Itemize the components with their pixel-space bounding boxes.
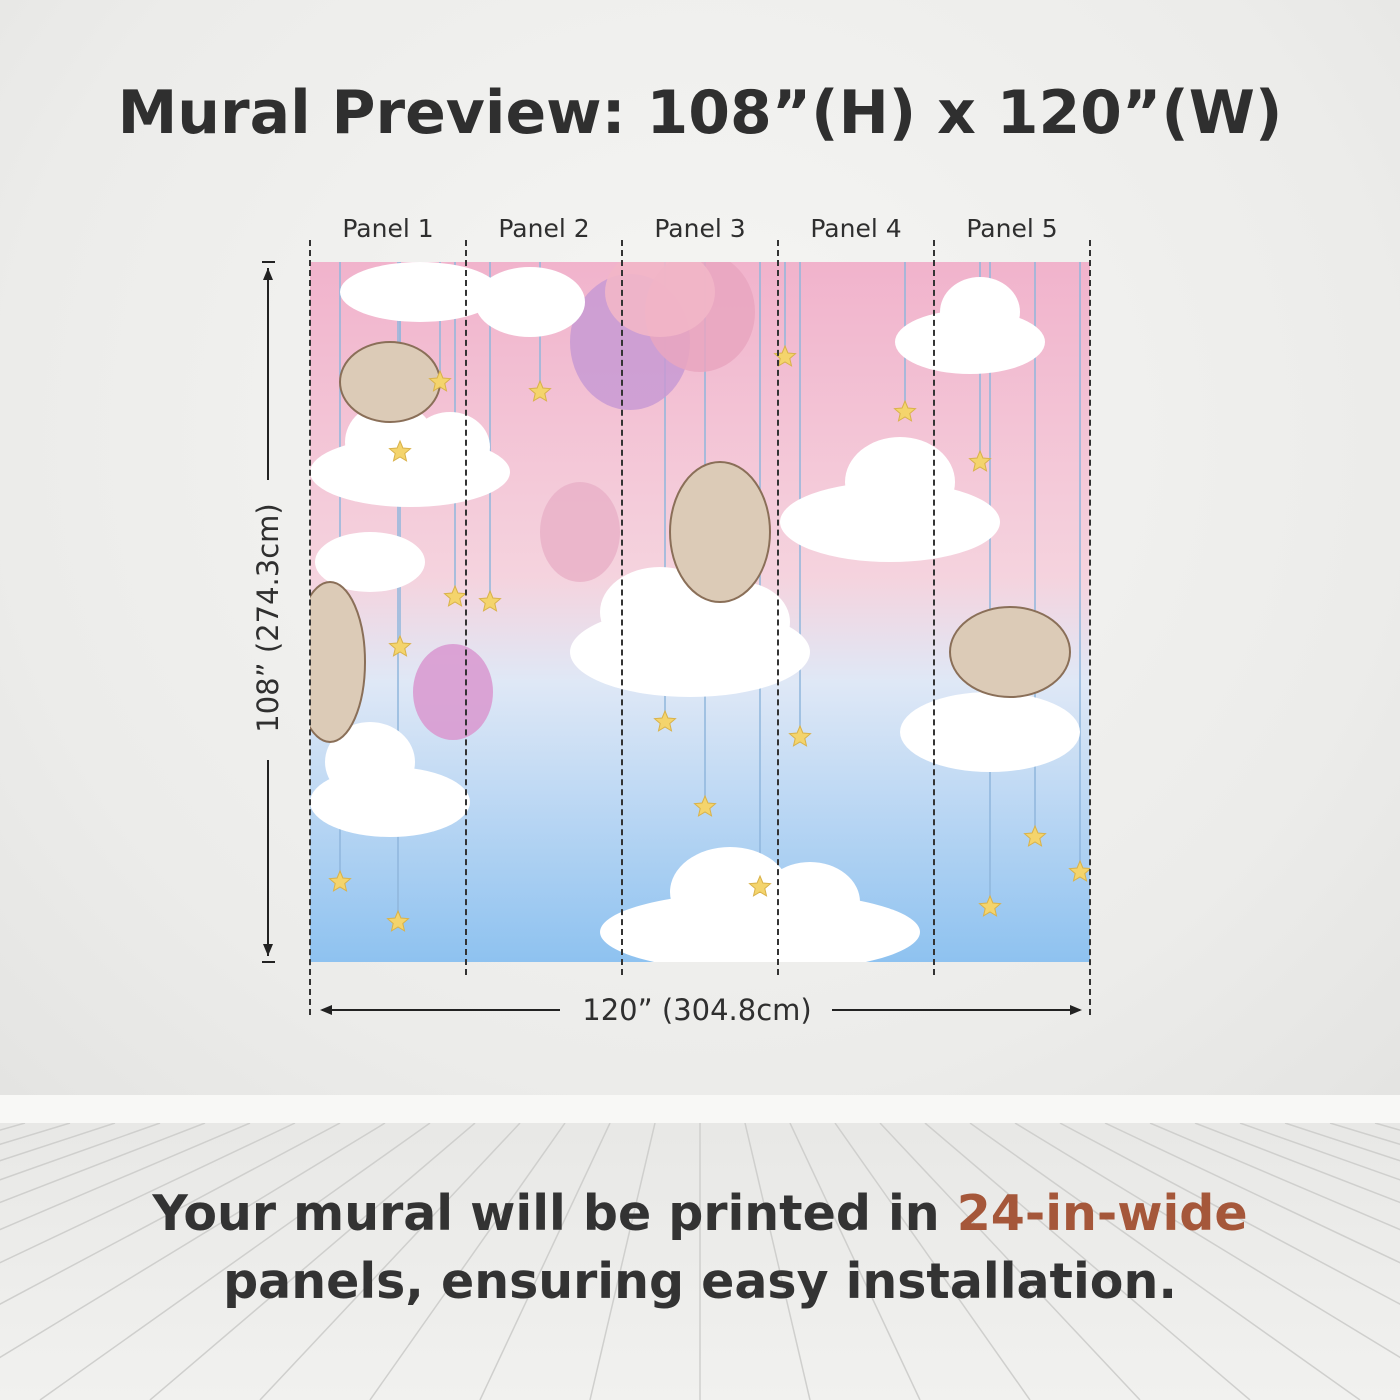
footer-highlight: 24-in-wide <box>956 1185 1248 1242</box>
star-icon <box>388 634 412 657</box>
footer-text-end: panels, ensuring easy installation. <box>223 1253 1177 1310</box>
star-icon <box>528 379 552 402</box>
panel-label-4: Panel 4 <box>810 214 902 243</box>
panel-divider-2 <box>621 240 623 975</box>
panel-label-3: Panel 3 <box>654 214 746 243</box>
star-icon <box>386 909 410 932</box>
star-icon <box>693 794 717 817</box>
star-icon <box>443 584 467 607</box>
balloons <box>413 262 755 740</box>
panel-divider-1 <box>465 240 467 975</box>
star-icon <box>478 589 502 612</box>
panel-label-5: Panel 5 <box>966 214 1058 243</box>
panel-divider-5 <box>1089 240 1091 1015</box>
width-dimension-label: 120” (304.8cm) <box>582 993 812 1027</box>
star-icon <box>1068 859 1090 882</box>
footer-text: Your mural will be printed in 24-in-wide… <box>0 1180 1400 1316</box>
footer-text-start: Your mural will be printed in <box>152 1185 957 1242</box>
star-icon <box>653 709 677 732</box>
star-icon <box>978 894 1002 917</box>
height-dimension-label: 108” (274.3cm) <box>251 503 285 733</box>
panel-divider-3 <box>777 240 779 975</box>
star-icon <box>788 724 812 747</box>
star-icon <box>1023 824 1047 847</box>
star-icon <box>388 439 412 462</box>
mural-image <box>310 262 1090 962</box>
star-icon <box>968 449 992 472</box>
clouds <box>310 262 1080 962</box>
star-icon <box>428 369 452 392</box>
page-title: Mural Preview: 108”(H) x 120”(W) <box>117 78 1283 148</box>
panel-divider-4 <box>933 240 935 975</box>
panel-divider-0 <box>309 240 311 1015</box>
star-icon <box>328 869 352 892</box>
wooden-floor <box>0 1123 1400 1400</box>
panel-label-2: Panel 2 <box>498 214 590 243</box>
bunnies <box>310 341 1071 743</box>
panel-label-1: Panel 1 <box>342 214 434 243</box>
star-icon <box>748 874 772 897</box>
star-icon <box>893 399 917 422</box>
